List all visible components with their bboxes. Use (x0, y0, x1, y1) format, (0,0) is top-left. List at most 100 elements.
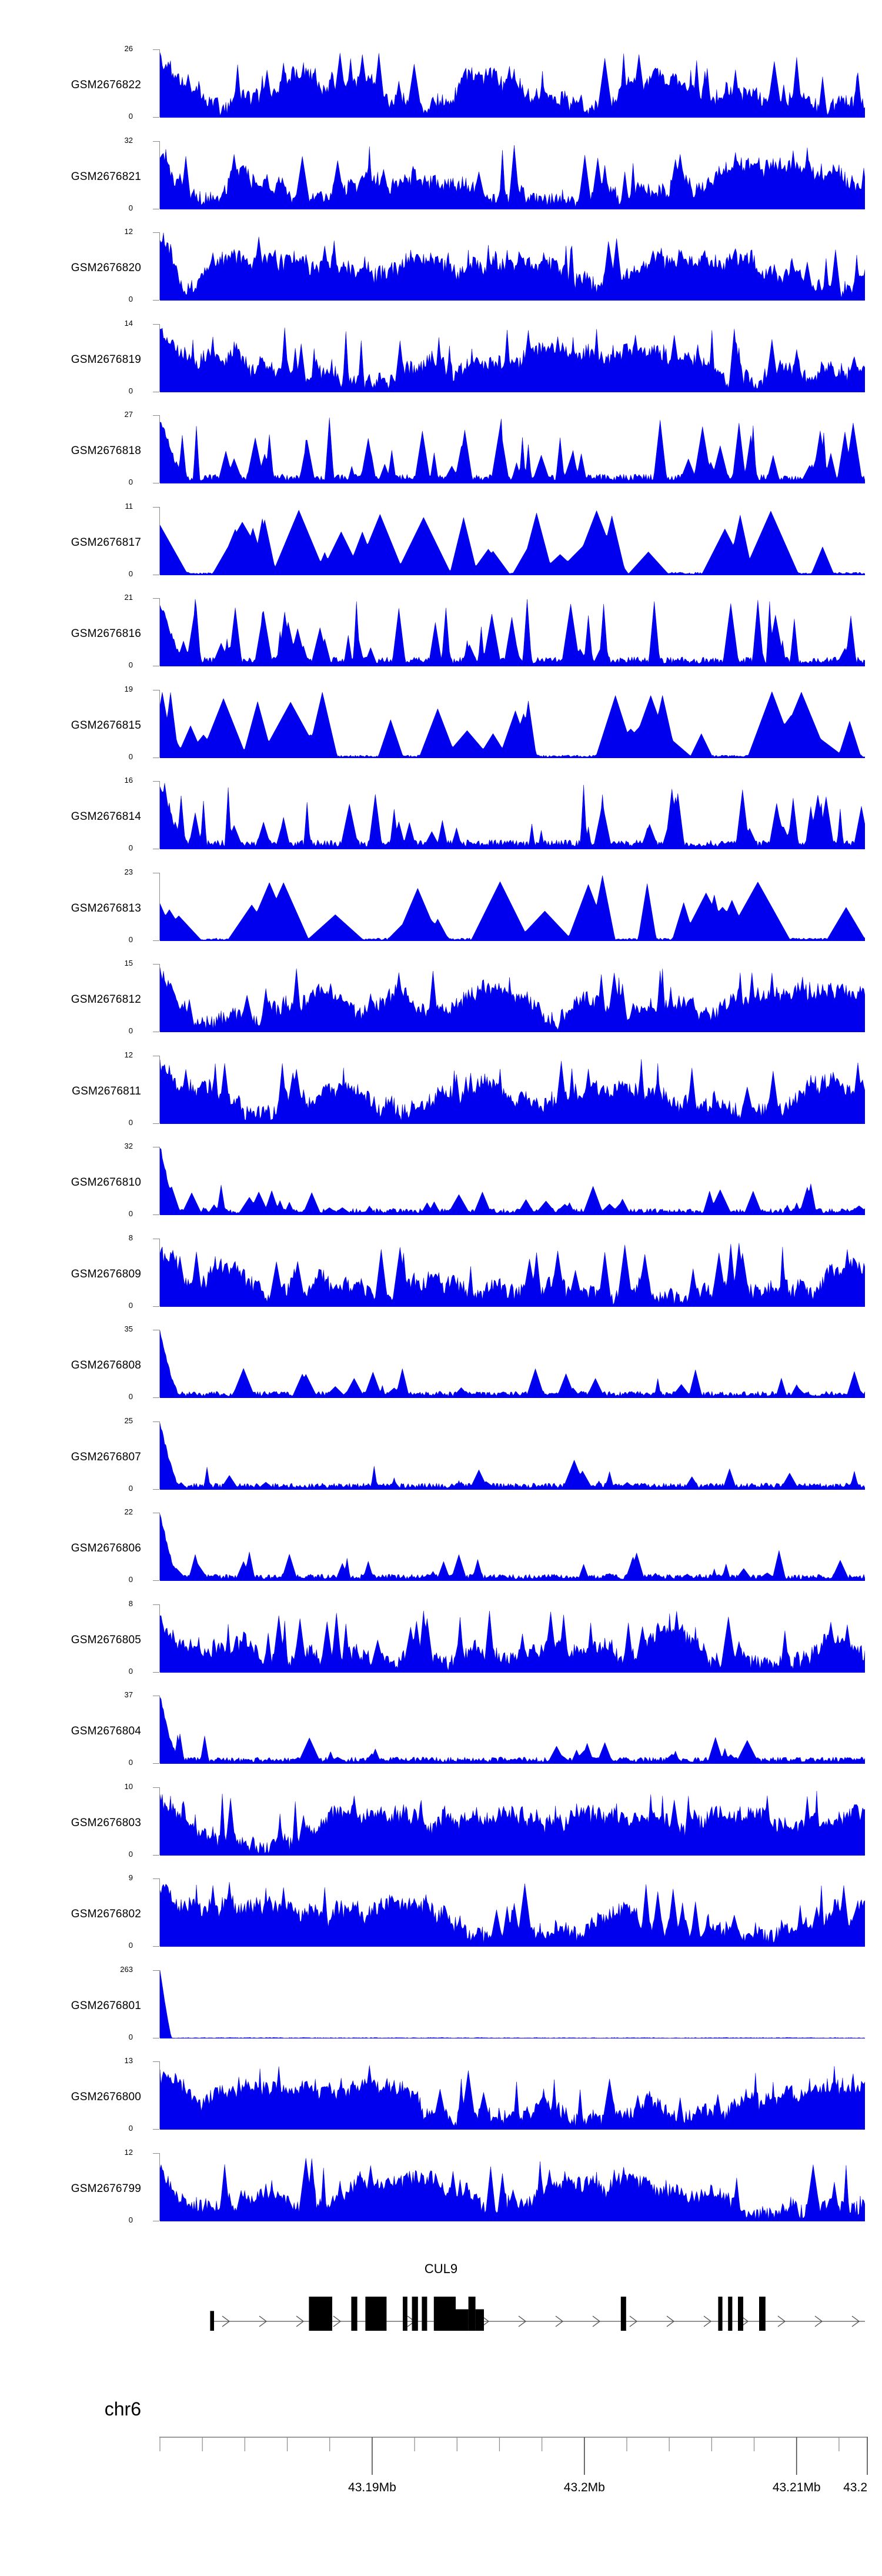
strand-arrow-icon (259, 2315, 268, 2327)
coverage-track-gsm2676806: GSM2676806 22 0 (0, 1506, 882, 1600)
coverage-track-gsm2676807: GSM2676807 25 0 (0, 1414, 882, 1509)
y-axis-max-label: 26 (124, 44, 133, 53)
coverage-track-gsm2676803: GSM2676803 10 0 (0, 1780, 882, 1874)
y-axis-max-tick (153, 232, 159, 233)
coverage-track-gsm2676805: GSM2676805 8 0 (0, 1597, 882, 1691)
coverage-area-path (160, 2157, 865, 2221)
y-axis-min-label: 0 (128, 660, 133, 669)
coverage-track-gsm2676810: GSM2676810 32 0 (0, 1140, 882, 1234)
y-axis-min-label: 0 (128, 1758, 133, 1767)
track-sample-label: GSM2676799 (71, 2182, 141, 2195)
gene-exon-12 (620, 2297, 626, 2331)
y-axis-line (159, 232, 160, 300)
y-axis-line (159, 1970, 160, 2038)
gene-exon-8 (433, 2297, 456, 2331)
y-axis-min-tick (153, 1580, 159, 1581)
coverage-area-path (160, 783, 865, 849)
track-plot-area: 12 0 (125, 1049, 865, 1143)
track-plot-area: 15 0 (125, 957, 865, 1051)
coverage-track-gsm2676811: GSM2676811 12 0 (0, 1049, 882, 1143)
coverage-track-gsm2676802: GSM2676802 9 0 (0, 1871, 882, 1966)
y-axis-line (159, 1513, 160, 1580)
coverage-area-path (160, 1147, 865, 1215)
coverage-track-gsm2676817: GSM2676817 11 0 (0, 500, 882, 594)
y-axis-max-label: 8 (128, 1599, 133, 1608)
track-plot-area: 27 0 (125, 408, 865, 502)
coverage-track-gsm2676808: GSM2676808 35 0 (0, 1323, 882, 1417)
y-axis-line (159, 323, 160, 392)
y-axis-line (159, 1696, 160, 1763)
strand-arrow-icon (555, 2315, 564, 2327)
y-axis-max-label: 11 (125, 501, 133, 510)
coverage-signal-area (160, 507, 865, 575)
coverage-track-gsm2676804: GSM2676804 37 0 (0, 1689, 882, 1783)
coverage-signal-area (160, 1422, 865, 1490)
track-sample-label: GSM2676802 (71, 1908, 141, 1920)
coverage-area-path (160, 232, 865, 301)
track-sample-label: GSM2676815 (71, 719, 141, 732)
y-axis-max-label: 37 (124, 1690, 133, 1699)
gene-exon-2 (309, 2297, 332, 2331)
track-sample-label: GSM2676803 (71, 1816, 141, 1829)
coverage-signal-area (160, 415, 865, 483)
y-axis-max-label: 32 (124, 1142, 133, 1150)
y-axis-line (159, 1604, 160, 1672)
y-axis-min-tick (153, 940, 159, 941)
coverage-signal-area (160, 141, 865, 209)
coverage-area-path (160, 1882, 865, 1947)
y-axis-max-tick (153, 2153, 159, 2154)
coverage-track-gsm2676816: GSM2676816 21 0 (0, 591, 882, 685)
track-sample-label: GSM2676808 (71, 1359, 141, 1372)
y-axis-min-label: 0 (128, 1483, 133, 1493)
y-axis-min-label: 0 (128, 295, 133, 303)
y-axis-min-label: 0 (128, 569, 133, 578)
coverage-area-path (160, 1697, 865, 1764)
strand-arrow-icon (814, 2315, 823, 2327)
coverage-track-gsm2676814: GSM2676814 16 0 (0, 774, 882, 868)
coverage-area-path (160, 1610, 865, 1673)
coverage-track-gsm2676809: GSM2676809 8 0 (0, 1232, 882, 1326)
y-axis-min-label: 0 (128, 1392, 133, 1401)
y-axis-max-label: 15 (124, 959, 133, 967)
y-axis-line (159, 415, 160, 483)
track-plot-area: 25 0 (125, 1414, 865, 1509)
y-axis-max-label: 14 (124, 318, 133, 328)
track-plot-area: 37 0 (125, 1689, 865, 1783)
track-sample-label: GSM2676811 (72, 1085, 141, 1097)
y-axis-line (159, 872, 160, 940)
y-axis-min-label: 0 (128, 1666, 133, 1676)
strand-arrow-icon (703, 2315, 712, 2327)
coverage-area-path (160, 418, 865, 483)
y-axis-max-label: 10 (124, 1781, 133, 1791)
coverage-area-path (160, 145, 865, 209)
y-axis-max-tick (153, 506, 159, 508)
coverage-signal-area (160, 1604, 865, 1673)
track-plot-area: 10 0 (125, 1780, 865, 1874)
y-axis-min-label: 0 (128, 2124, 133, 2133)
coverage-signal-area (160, 49, 865, 118)
coverage-signal-area (160, 1147, 865, 1215)
y-axis-max-label: 12 (124, 1050, 133, 1059)
gene-exon-4 (365, 2297, 387, 2331)
track-sample-label: GSM2676810 (71, 1176, 141, 1189)
strand-arrow-icon (296, 2315, 305, 2327)
y-axis-max-label: 263 (120, 1964, 133, 1974)
track-sample-label: GSM2676806 (71, 1542, 141, 1554)
y-axis-max-label: 13 (124, 2056, 133, 2065)
chromosome-ruler: 43.19Mb 43.2Mb 43.21Mb 43.22Mb (159, 2376, 882, 2529)
gene-label: CUL9 (424, 2261, 458, 2276)
coverage-track-gsm2676821: GSM2676821 32 0 (0, 134, 882, 228)
y-axis-min-label: 0 (128, 478, 133, 486)
ruler-tick-label: 43.22Mb (843, 2481, 868, 2494)
y-axis-max-tick (153, 1604, 159, 1605)
y-axis-min-label: 0 (128, 752, 133, 761)
y-axis-min-tick (153, 1214, 159, 1215)
track-sample-label: GSM2676801 (71, 1999, 141, 2012)
y-axis-min-label: 0 (128, 935, 133, 944)
y-axis-line (159, 1421, 160, 1489)
coverage-track-gsm2676813: GSM2676813 23 0 (0, 866, 882, 960)
track-sample-label: GSM2676814 (71, 810, 141, 823)
y-axis-max-label: 12 (124, 2147, 133, 2157)
y-axis-min-label: 0 (128, 843, 133, 852)
